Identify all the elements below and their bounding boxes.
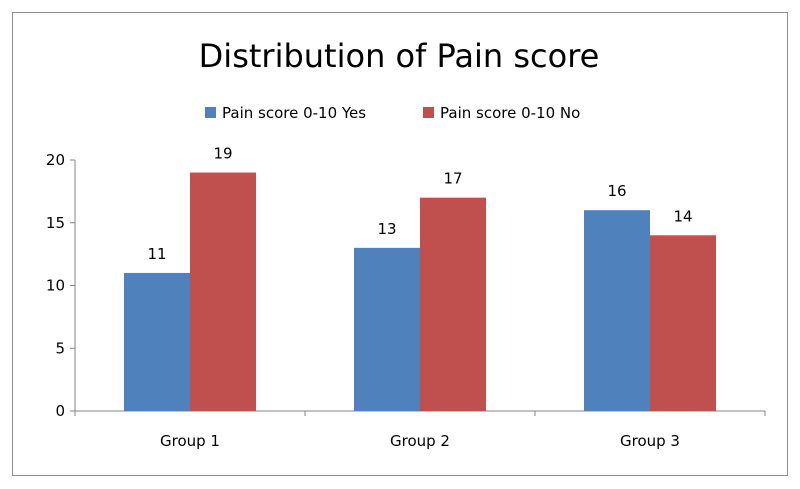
data-label-group1-series1: 11 — [147, 245, 166, 263]
legend: Pain score 0-10 Yes Pain score 0-10 No — [205, 104, 580, 122]
data-label-group1-series2: 19 — [213, 145, 232, 163]
bar-group1-series1 — [124, 272, 190, 411]
bar-group2-series1 — [354, 247, 420, 411]
legend-swatch-yes — [205, 107, 216, 118]
bar-group3-series1 — [584, 210, 650, 411]
bar-group2-series2 — [420, 197, 486, 411]
legend-swatch-no — [423, 107, 434, 118]
bar-group3-series2 — [650, 235, 716, 411]
legend-label-no: Pain score 0-10 No — [440, 104, 580, 122]
y-tick-label-20: 20 — [46, 151, 65, 169]
x-tick-label-3: Group 3 — [620, 432, 680, 450]
bar-group1-series2 — [190, 172, 256, 411]
y-tick-label-5: 5 — [55, 339, 65, 357]
data-label-group3-series1: 16 — [607, 182, 626, 200]
data-labels: 11 19 13 17 16 14 — [147, 145, 692, 263]
legend-label-yes: Pain score 0-10 Yes — [222, 104, 366, 122]
chart-title: Distribution of Pain score — [199, 37, 600, 75]
data-label-group2-series2: 17 — [443, 170, 462, 188]
y-tick-label-10: 10 — [46, 277, 65, 295]
bars — [124, 172, 716, 411]
y-tick-label-15: 15 — [46, 214, 65, 232]
data-label-group3-series2: 14 — [673, 207, 692, 225]
data-label-group2-series1: 13 — [377, 220, 396, 238]
y-tick-label-0: 0 — [55, 402, 65, 420]
x-tick-label-1: Group 1 — [160, 432, 220, 450]
x-tick-label-2: Group 2 — [390, 432, 450, 450]
